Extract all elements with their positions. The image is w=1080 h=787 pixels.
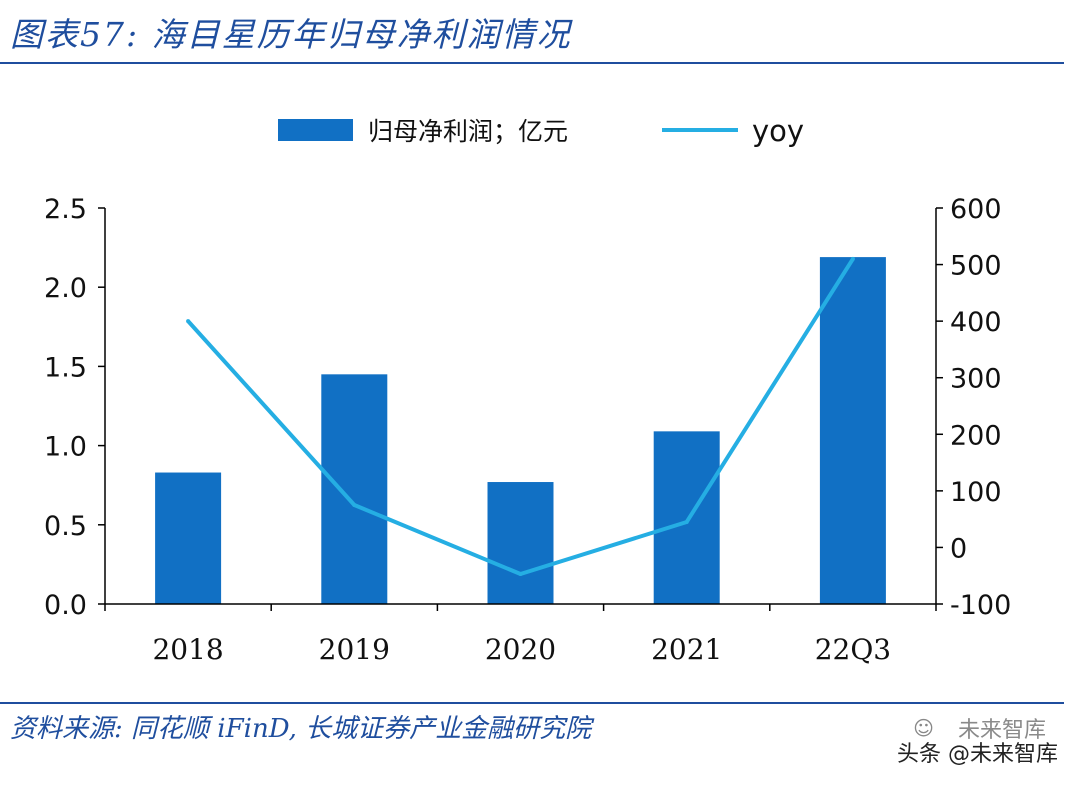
bar-2020 [487,482,554,604]
bar-2021 [653,431,720,604]
legend-bar-label: 归母净利润；亿元 [368,117,568,146]
y-right-tick-label: 400 [950,307,1002,338]
y-right-tick-label: 600 [950,194,1002,225]
combo-chart: 归母净利润；亿元 yoy 0.0 0.5 1.0 1.5 2.0 2.5 -100 0 100 200… [44,114,1011,666]
y-left-tick-label: 1.0 [44,432,87,463]
watermark-text: 头条 @未来智库 [897,742,1058,767]
y-left-tick-label: 0.5 [44,511,87,542]
x-tick-label-22Q3: 22Q3 [815,633,891,666]
y-right-tick-label: -100 [950,590,1011,621]
yoy-point-2020 [518,572,523,577]
legend-line-label: yoy [752,114,804,148]
figure-title: 图表57: 海目星历年归母净利润情况 [10,15,572,54]
x-tick-label-2020: 2020 [485,633,556,666]
y-left-tick-label: 2.0 [44,273,87,304]
yoy-point-2021 [684,519,689,524]
legend-bar-swatch [278,119,353,141]
x-tick-label-2021: 2021 [651,633,722,666]
bar-22Q3 [819,257,886,604]
title-rule [0,62,1064,64]
y-left-tick-label: 1.5 [44,352,87,383]
y-left-tick-label: 0.0 [44,590,87,621]
y-right-tick-label: 0 [950,533,967,564]
source-note: 资料来源: 同花顺 iFinD, 长城证券产业金融研究院 [10,714,592,744]
y-right-tick-label: 100 [950,477,1002,508]
source-rule [0,702,1064,704]
y-right-tick-label: 200 [950,420,1002,451]
bar-2019 [321,374,388,604]
y-right-tick-label: 500 [950,251,1002,282]
x-tick-label-2018: 2018 [152,633,223,666]
y-right-tick-label: 300 [950,364,1002,395]
y-left-tick-label: 2.5 [44,194,87,225]
yoy-point-2018 [186,319,191,324]
wechat-icon: ☺ [913,716,934,740]
bar-2018 [155,472,222,604]
watermark-ghost-text: 未来智库 [957,718,1046,743]
yoy-point-2019 [352,503,357,507]
yoy-point-22Q3 [850,256,855,261]
x-tick-label-2019: 2019 [319,633,390,666]
